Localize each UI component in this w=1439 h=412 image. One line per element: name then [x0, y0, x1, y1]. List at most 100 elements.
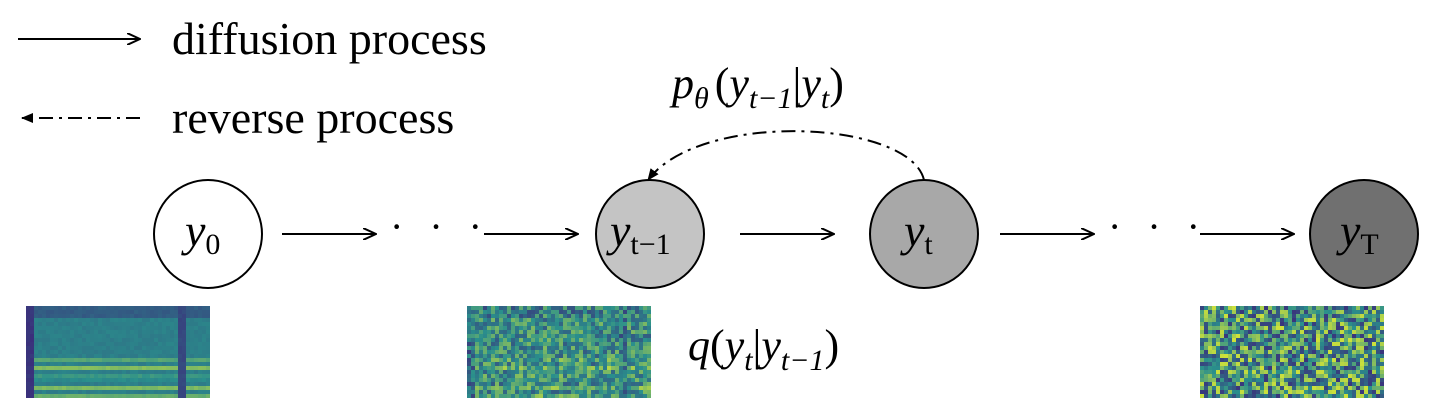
- spectrogram-cell: [1260, 326, 1264, 330]
- spectrogram-cell: [1244, 374, 1248, 378]
- spectrogram-cell: [483, 378, 487, 382]
- spectrogram-cell: [599, 310, 603, 314]
- spectrogram-cell: [1284, 390, 1288, 394]
- spectrogram-cell: [595, 318, 599, 322]
- spectrogram-cell: [1236, 354, 1240, 358]
- spectrogram-cell: [174, 378, 178, 382]
- spectrogram-cell: [1300, 378, 1304, 382]
- spectrogram-cell: [94, 346, 98, 350]
- spectrogram-cell: [1348, 382, 1352, 386]
- spectrogram-cell: [1200, 354, 1204, 358]
- spectrogram-cell: [1288, 382, 1292, 386]
- spectrogram-cell: [1376, 390, 1380, 394]
- spectrogram-cell: [94, 378, 98, 382]
- spectrogram-cell: [46, 322, 50, 326]
- spectrogram-cell: [1264, 386, 1268, 390]
- spectrogram-cell: [1364, 306, 1368, 310]
- spectrogram-cell: [579, 334, 583, 338]
- spectrogram-cell: [1288, 314, 1292, 318]
- spectrogram-cell: [1244, 310, 1248, 314]
- spectrogram-cell: [154, 366, 158, 370]
- spectrogram-cell: [535, 310, 539, 314]
- spectrogram-cell: [1220, 346, 1224, 350]
- spectrogram-cell: [487, 342, 491, 346]
- spectrogram-cell: [94, 386, 98, 390]
- spectrogram-cell: [182, 370, 186, 374]
- spectrogram-cell: [603, 334, 607, 338]
- spectrogram-cell: [1336, 390, 1340, 394]
- spectrogram-cell: [166, 370, 170, 374]
- spectrogram-cell: [1308, 306, 1312, 310]
- spectrogram-cell: [1316, 354, 1320, 358]
- spectrogram-cell: [102, 346, 106, 350]
- spectrogram-cell: [1356, 382, 1360, 386]
- spectrogram-cell: [166, 306, 170, 310]
- spectrogram-cell: [535, 386, 539, 390]
- spectrogram-cell: [543, 310, 547, 314]
- forward-formula-sub1: t: [744, 344, 753, 377]
- spectrogram-cell: [595, 314, 599, 318]
- spectrogram-cell: [1292, 366, 1296, 370]
- spectrogram-cell: [58, 314, 62, 318]
- spectrogram-cell: [495, 342, 499, 346]
- spectrogram-cell: [563, 378, 567, 382]
- spectrogram-cell: [1328, 374, 1332, 378]
- spectrogram-cell: [607, 370, 611, 374]
- spectrogram-cell: [519, 370, 523, 374]
- spectrogram-cell: [523, 342, 527, 346]
- spectrogram-cell: [487, 362, 491, 366]
- spectrogram-cell: [535, 354, 539, 358]
- spectrogram-cell: [134, 330, 138, 334]
- spectrogram-cell: [583, 334, 587, 338]
- spectrogram-cell: [190, 366, 194, 370]
- spectrogram-cell: [110, 350, 114, 354]
- spectrogram-cell: [198, 346, 202, 350]
- node-yt-circle: [869, 179, 979, 289]
- spectrogram-cell: [1380, 390, 1384, 394]
- spectrogram-cell: [559, 330, 563, 334]
- spectrogram-cell: [82, 326, 86, 330]
- spectrogram-cell: [166, 326, 170, 330]
- spectrogram-cell: [603, 378, 607, 382]
- spectrogram-cell: [110, 370, 114, 374]
- spectrogram-cell: [623, 366, 627, 370]
- spectrogram-cell: [1272, 338, 1276, 342]
- spectrogram-cell: [1284, 358, 1288, 362]
- spectrogram-cell: [54, 310, 58, 314]
- spectrogram-cell: [90, 354, 94, 358]
- spectrogram-cell: [483, 306, 487, 310]
- spectrogram-cell: [1280, 370, 1284, 374]
- spectrogram-cell: [118, 374, 122, 378]
- spectrogram-cell: [1248, 314, 1252, 318]
- spectrogram-cell: [475, 330, 479, 334]
- spectrogram-cell: [1348, 366, 1352, 370]
- spectrogram-cell: [194, 342, 198, 346]
- spectrogram-cell: [38, 382, 42, 386]
- spectrogram-cell: [1364, 366, 1368, 370]
- spectrogram-cell: [1252, 326, 1256, 330]
- spectrogram-cell: [631, 338, 635, 342]
- spectrogram-cell: [86, 358, 90, 362]
- spectrogram-cell: [555, 354, 559, 358]
- spectrogram-cell: [1336, 386, 1340, 390]
- spectrogram-cell: [182, 310, 186, 314]
- spectrogram-cell: [575, 362, 579, 366]
- spectrogram-cell: [571, 342, 575, 346]
- spectrogram-cell: [1248, 334, 1252, 338]
- spectrogram-cell: [499, 358, 503, 362]
- spectrogram-cell: [503, 378, 507, 382]
- spectrogram-cell: [1340, 322, 1344, 326]
- spectrogram-cell: [98, 366, 102, 370]
- spectrogram-cell: [1296, 314, 1300, 318]
- spectrogram-cell: [106, 318, 110, 322]
- spectrogram-cell: [198, 318, 202, 322]
- spectrogram-cell: [595, 322, 599, 326]
- spectrogram-cell: [134, 394, 138, 398]
- spectrogram-cell: [647, 386, 651, 390]
- spectrogram-cell: [194, 358, 198, 362]
- spectrogram-cell: [194, 306, 198, 310]
- spectrogram-cell: [487, 370, 491, 374]
- spectrogram-cell: [1232, 382, 1236, 386]
- spectrogram-cell: [647, 310, 651, 314]
- spectrogram-cell: [483, 330, 487, 334]
